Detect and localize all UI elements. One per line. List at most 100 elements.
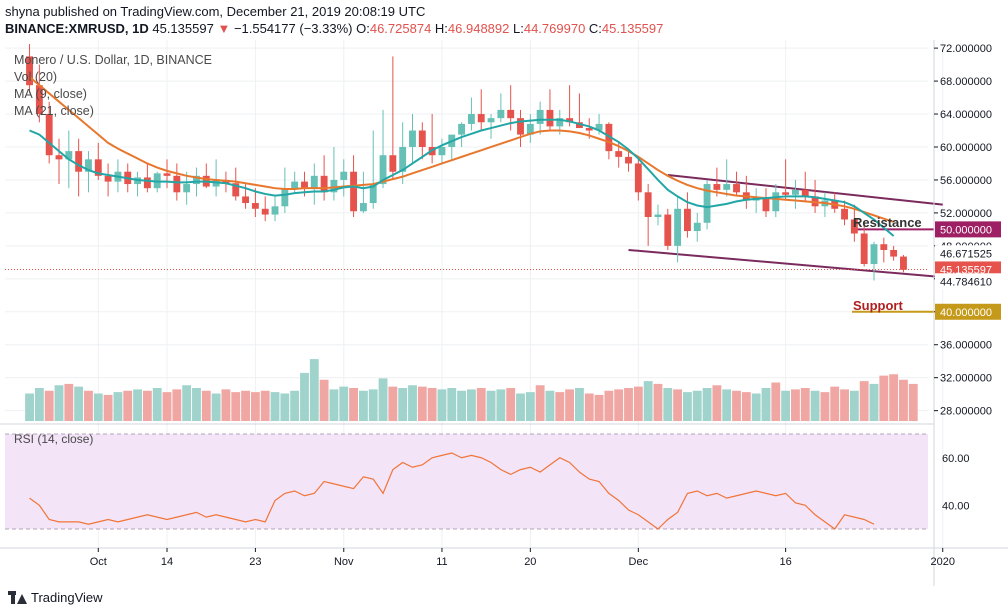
price-chart[interactable]: 72.000000 68.000000 64.000000 60.000000 56.0… — [0, 40, 1008, 586]
volume-bar — [781, 390, 791, 421]
volume-bar — [319, 379, 329, 421]
volume-bar — [64, 383, 74, 421]
volume-bar — [358, 390, 368, 421]
volume-bar — [741, 392, 751, 421]
chart-legend: Monero / U.S. Dollar, 1D, BINANCE Vol (2… — [14, 52, 212, 120]
volume-bar — [800, 388, 810, 421]
candle — [605, 123, 613, 152]
volume-bar — [889, 374, 899, 421]
legend-rsi[interactable]: RSI (14, close) — [14, 432, 94, 446]
volume-bar — [732, 390, 741, 421]
volume-bar — [810, 390, 820, 421]
candle — [45, 114, 53, 156]
legend-ma21[interactable]: MA (21, close) — [14, 104, 94, 118]
candle — [301, 181, 308, 189]
tradingview-logo[interactable]: TradingView — [8, 590, 103, 605]
open-value: 46.725874 — [369, 21, 432, 36]
candle — [55, 155, 63, 160]
time-tick-label: Oct — [90, 556, 107, 568]
last-price: 45.135597 — [152, 21, 214, 36]
candle — [585, 128, 593, 131]
candle — [409, 130, 416, 147]
volume-bar — [270, 392, 280, 421]
volume-bar — [525, 392, 535, 421]
channel-lower-line — [628, 248, 943, 279]
volume-bar — [388, 386, 398, 421]
volume-bar — [791, 389, 800, 421]
price-tag-label: 50.000000 — [940, 224, 992, 236]
candle — [438, 146, 446, 156]
volume-bar — [496, 389, 506, 421]
candle — [860, 233, 868, 264]
rsi-line — [29, 452, 875, 530]
volume-bar — [761, 388, 771, 421]
price-tag — [935, 303, 1001, 320]
candle — [320, 175, 328, 193]
volume-bar — [712, 385, 722, 421]
time-tick-label: 16 — [779, 556, 791, 568]
candle — [379, 155, 387, 185]
candle — [526, 123, 534, 135]
candle — [497, 109, 505, 119]
candle — [664, 214, 672, 246]
volume-bar — [614, 389, 624, 421]
volume-bar — [142, 390, 152, 421]
candle — [330, 179, 338, 193]
candle — [801, 189, 809, 197]
tradingview-logo-icon — [8, 591, 27, 604]
volume-bar — [329, 389, 339, 421]
high-label: H: — [434, 21, 448, 36]
legend-ma9[interactable]: MA (9, close) — [14, 87, 87, 101]
volume-bar — [221, 389, 231, 421]
volume-bar — [123, 390, 133, 421]
close-value: 45.135597 — [601, 21, 664, 36]
volume-bar — [339, 386, 349, 421]
candle — [193, 175, 200, 185]
candle — [575, 122, 583, 129]
symbol-label[interactable]: BINANCE:XMRUSD, 1D — [5, 21, 149, 36]
candle — [615, 151, 623, 157]
close-label: C: — [588, 21, 602, 36]
volume-bar — [44, 390, 54, 421]
candle — [713, 184, 721, 190]
volume-bar — [34, 388, 44, 421]
price-tick-label: 36.000000 — [940, 340, 992, 352]
volume-bar — [74, 386, 84, 421]
down-arrow-icon: ▼ — [217, 21, 231, 36]
candle — [163, 173, 171, 176]
volume-bar — [692, 390, 702, 421]
volume-bar — [575, 388, 584, 421]
volume-bar — [653, 383, 663, 421]
volume-bar — [849, 390, 859, 421]
price-tick-label: 28.000000 — [940, 406, 992, 418]
chart-header: shyna published on TradingView.com, Dece… — [0, 0, 1008, 40]
ma9-line — [29, 118, 895, 237]
price-tick-label: 60.000000 — [940, 142, 992, 154]
candle — [467, 114, 475, 124]
candle — [487, 118, 495, 123]
volume-bar — [437, 389, 447, 421]
time-tick-label: Dec — [629, 556, 649, 568]
candle — [65, 151, 73, 160]
volume-bar — [201, 390, 211, 421]
legend-volume[interactable]: Vol (20) — [14, 70, 58, 84]
time-tick-label: 20 — [524, 556, 536, 568]
volume-bar — [908, 383, 918, 421]
volume-bar — [722, 389, 732, 421]
candle — [281, 188, 289, 207]
volume-bar — [250, 392, 260, 421]
volume-bar — [231, 392, 241, 421]
candle — [683, 208, 691, 232]
volume-bar — [211, 393, 221, 421]
volume-bar — [584, 393, 594, 421]
volume-bar — [133, 389, 142, 421]
volume-bar — [84, 390, 93, 421]
price-tag-label: 44.784610 — [940, 276, 992, 288]
candle — [762, 198, 770, 212]
candle — [369, 184, 377, 204]
volume-bar — [398, 388, 408, 421]
volume-bar — [378, 378, 388, 421]
candle — [399, 146, 407, 172]
volume-bar — [633, 386, 643, 421]
price-tick-label: 64.000000 — [940, 109, 992, 121]
